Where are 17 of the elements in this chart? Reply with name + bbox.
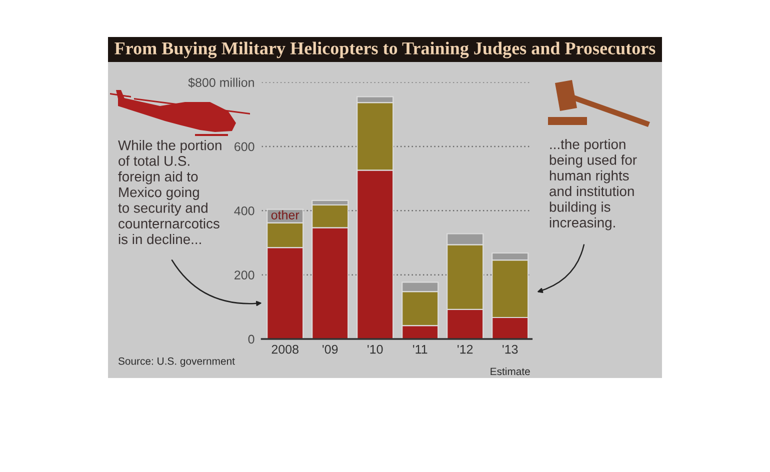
source-note: Source: U.S. government — [118, 357, 235, 367]
text: ...the portion being used for human rights and institution building is increasing. — [550, 139, 637, 230]
y-tick-label: 400 — [234, 206, 254, 216]
y-tick-label: 0 — [248, 334, 254, 344]
x-tick-label: 2008 — [272, 344, 298, 354]
y-tick-label: 600 — [234, 142, 254, 152]
text: Estimate — [490, 367, 530, 376]
x-tick-label: '10 — [368, 344, 383, 354]
series-label: other — [271, 210, 300, 220]
chart-title: From Buying Military Helicopters to Training Judges and Prosecutors — [114, 42, 656, 58]
y-tick-label: $800 million — [188, 78, 254, 88]
x-tick-label: '12 — [458, 344, 473, 354]
x-tick-label: '11 — [413, 345, 428, 354]
x-tick-label: '13 — [502, 344, 518, 354]
y-tick-label: 200 — [234, 270, 254, 280]
x-tick-label: '09 — [322, 344, 338, 354]
text: While the portion of total U.S. foreign aid to Mexico going to security and counternarcotics is in decline... — [118, 140, 222, 244]
